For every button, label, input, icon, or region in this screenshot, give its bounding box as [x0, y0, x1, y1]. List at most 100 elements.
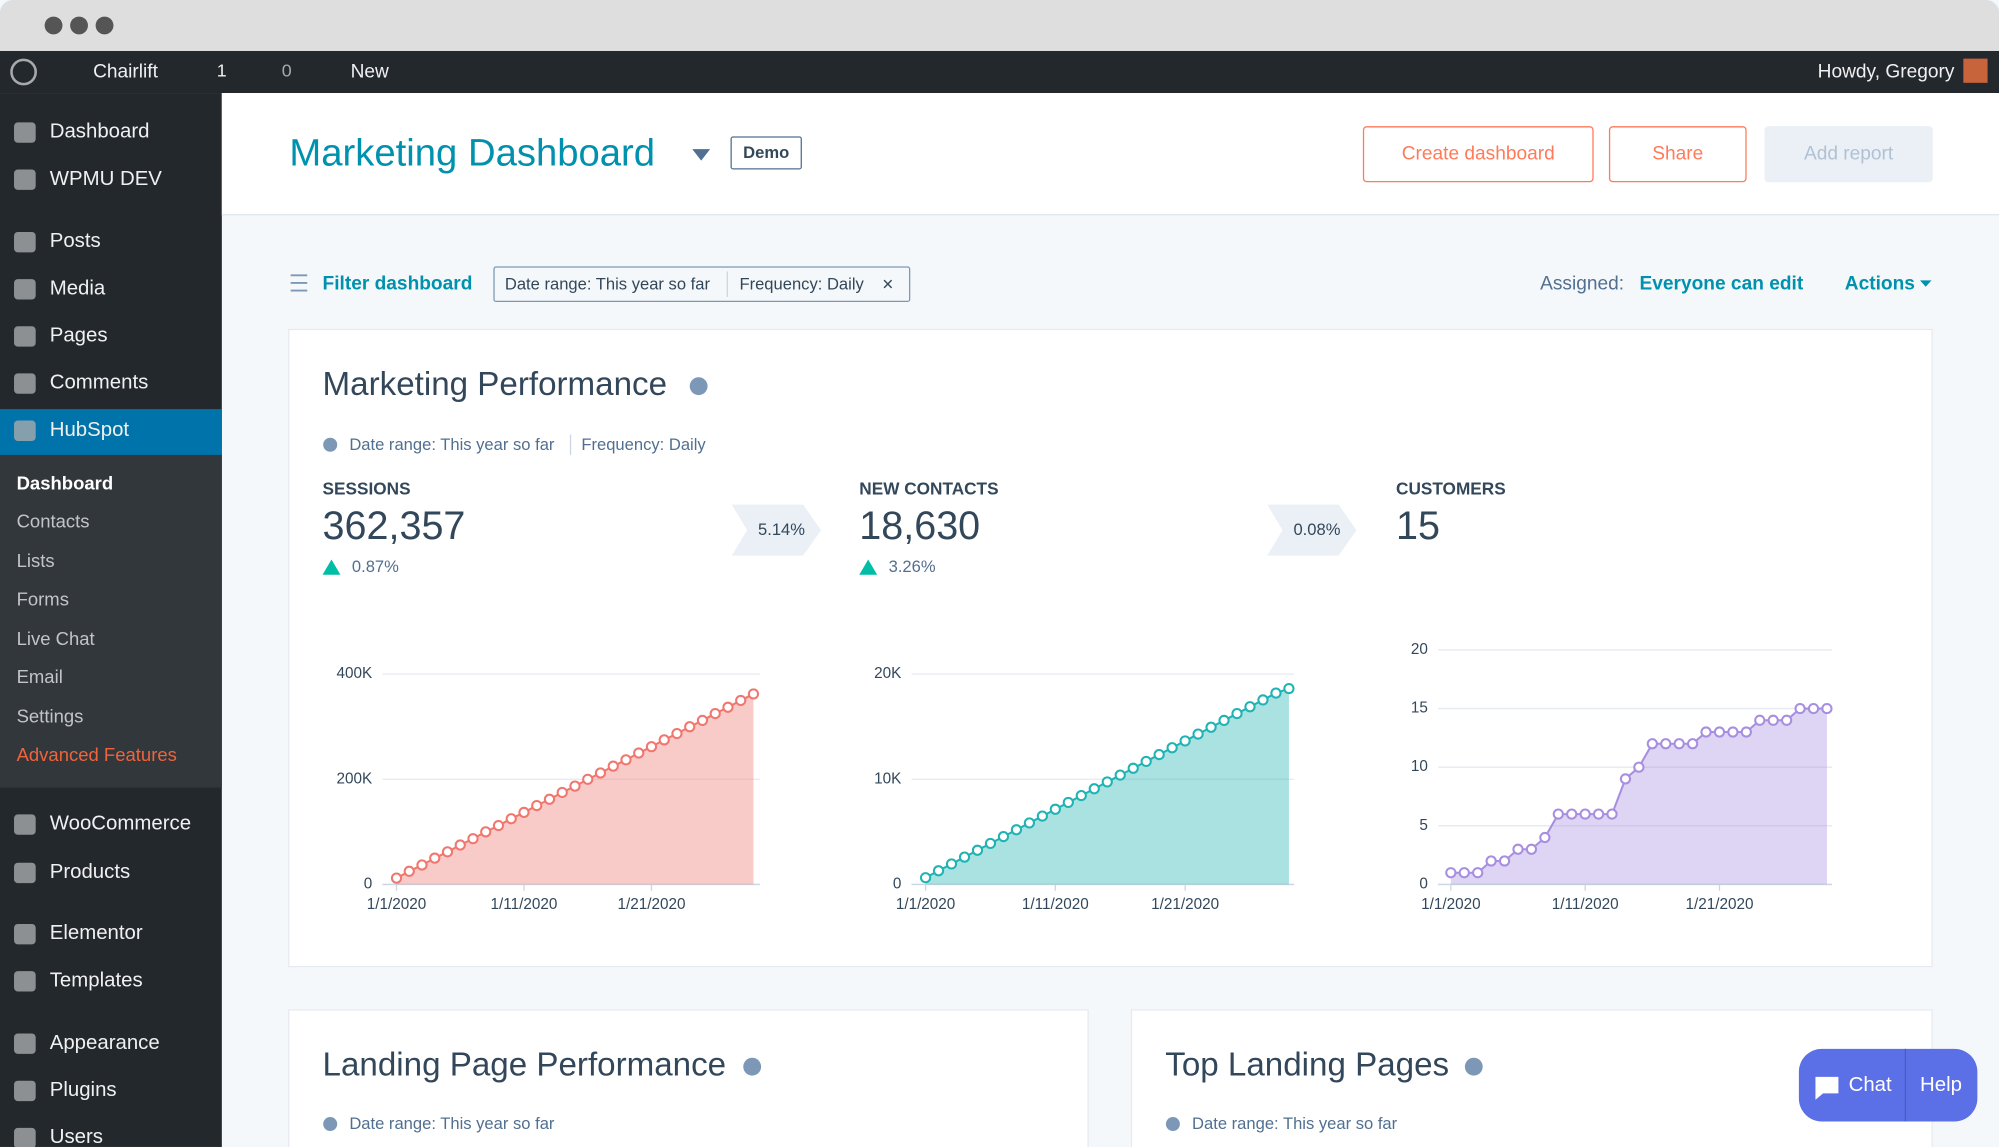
chip-divider	[726, 271, 728, 297]
menu-item[interactable]: Dashboard	[49, 120, 150, 143]
submenu-item[interactable]: Email	[16, 667, 63, 688]
chat-button[interactable]: Chat	[1848, 1074, 1892, 1096]
point	[594, 767, 607, 779]
submenu-item[interactable]: Live Chat	[16, 629, 95, 650]
up-arrow	[859, 559, 878, 575]
menu-item[interactable]: Products	[49, 861, 131, 883]
point	[416, 859, 428, 871]
help-button[interactable]: Help	[1919, 1074, 1962, 1096]
point	[1127, 762, 1139, 774]
point	[1023, 817, 1036, 829]
actions-menu[interactable]: Actions	[1844, 272, 1915, 294]
conversion-chevron	[1267, 504, 1357, 556]
point	[429, 852, 441, 864]
submenu-item[interactable]: Advanced Features	[16, 745, 177, 766]
point	[1687, 738, 1699, 750]
menu-icon	[14, 420, 36, 441]
point	[403, 865, 415, 877]
updates-count[interactable]: 1	[216, 60, 227, 81]
assigned-value[interactable]: Everyone can edit	[1639, 272, 1804, 294]
point	[505, 813, 517, 825]
point	[1539, 831, 1551, 844]
performance-card	[288, 328, 1933, 968]
point	[1485, 855, 1497, 867]
menu-item[interactable]: Media	[49, 277, 106, 300]
submenu-item[interactable]: Dashboard	[16, 473, 114, 495]
menu-icon	[14, 971, 36, 992]
greeting[interactable]: Howdy, Gregory	[1817, 60, 1955, 83]
header-button[interactable]: Add report	[1764, 126, 1933, 183]
menu-item[interactable]: Elementor	[49, 922, 143, 945]
point	[1498, 855, 1511, 867]
point	[1767, 714, 1779, 726]
menu-item[interactable]: Posts	[49, 230, 101, 253]
card-meta: Frequency: Daily	[581, 434, 706, 454]
submenu-item[interactable]: Forms	[16, 589, 69, 611]
point	[696, 714, 709, 727]
info-icon[interactable]	[1464, 1057, 1483, 1076]
point	[556, 786, 568, 799]
kpi-change: 3.26%	[888, 556, 936, 576]
point	[1192, 728, 1204, 740]
menu-item[interactable]: WooCommerce	[49, 812, 192, 835]
new-link[interactable]: New	[350, 60, 389, 83]
title-caret[interactable]	[692, 149, 711, 161]
point	[1821, 702, 1833, 715]
point	[722, 701, 734, 713]
point	[569, 780, 581, 792]
point	[1062, 796, 1074, 809]
y-tick-label: 400K	[337, 665, 374, 682]
y-tick-label: 10K	[874, 770, 902, 787]
menu-item[interactable]: HubSpot	[49, 419, 130, 441]
menu-item[interactable]: Comments	[49, 371, 149, 394]
info-icon	[323, 437, 338, 452]
menu-item[interactable]: Templates	[49, 969, 143, 992]
filter-link[interactable]: Filter dashboard	[322, 272, 473, 294]
submenu-item[interactable]: Lists	[16, 551, 55, 573]
active-menu	[0, 409, 222, 455]
comments-count[interactable]: 0	[281, 60, 292, 81]
point	[518, 806, 530, 819]
header-button[interactable]: Create dashboard	[1362, 126, 1594, 183]
menu-item[interactable]: WPMU DEV	[49, 167, 162, 190]
point	[1619, 773, 1632, 785]
kpi-change: 0.87%	[351, 556, 399, 576]
point	[958, 851, 971, 863]
menu-icon	[14, 169, 36, 190]
info-icon[interactable]	[689, 377, 708, 396]
card-title: Marketing Performance	[322, 364, 668, 403]
point	[633, 747, 645, 759]
point	[997, 830, 1010, 843]
point	[1231, 707, 1243, 720]
point	[1740, 726, 1752, 738]
filter-icon[interactable]	[290, 274, 308, 292]
dashboard-title[interactable]: Marketing Dashboard	[289, 132, 656, 175]
menu-item[interactable]: Appearance	[49, 1032, 160, 1054]
kpi-value: 362,357	[322, 503, 466, 549]
info-icon[interactable]	[743, 1057, 762, 1076]
filter-chip[interactable]: Frequency: Daily	[739, 273, 864, 293]
header-button[interactable]: Share	[1608, 126, 1747, 183]
menu-icon	[14, 373, 36, 394]
menu-item[interactable]: Plugins	[49, 1079, 117, 1101]
wp-logo[interactable]	[10, 58, 37, 86]
info-icon	[1165, 1117, 1180, 1132]
submenu-item[interactable]: Contacts	[16, 512, 90, 533]
submenu-item[interactable]: Settings	[16, 707, 84, 728]
filter-chip[interactable]: Date range: This year so far	[504, 273, 710, 293]
site-name[interactable]: Chairlift	[93, 60, 158, 83]
avatar[interactable]	[1963, 58, 1988, 83]
point	[543, 793, 556, 805]
point	[1606, 808, 1618, 820]
menu-icon	[14, 1127, 36, 1147]
kpi-label: NEW CONTACTS	[859, 478, 999, 498]
menu-item[interactable]: Users	[49, 1126, 103, 1147]
point	[984, 837, 997, 850]
chip-remove[interactable]: ×	[882, 273, 894, 296]
point	[1673, 738, 1685, 750]
point	[480, 826, 492, 838]
point	[1101, 776, 1113, 788]
menu-item[interactable]: Pages	[49, 324, 108, 347]
